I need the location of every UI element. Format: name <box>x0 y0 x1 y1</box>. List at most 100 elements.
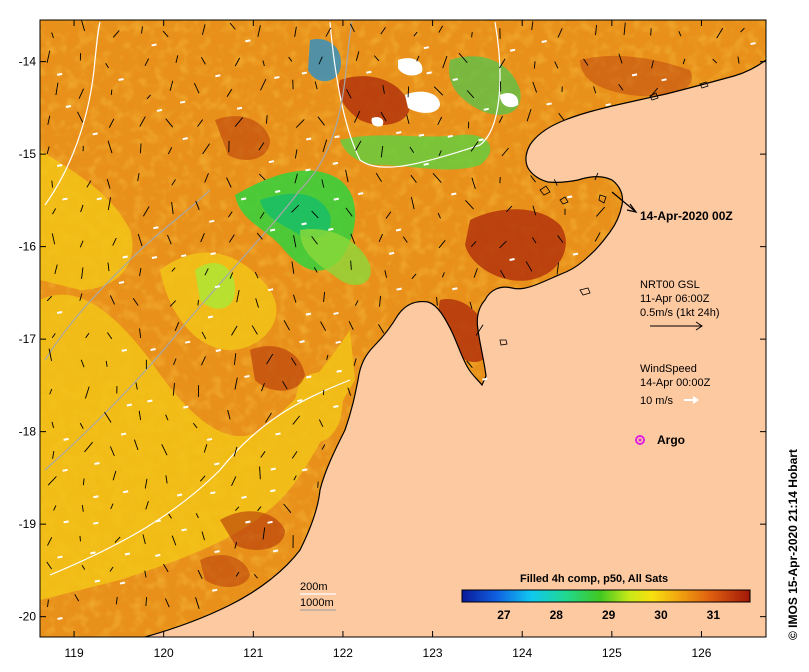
current-vector <box>47 476 57 486</box>
current-vector <box>167 234 172 245</box>
current-vector <box>350 233 356 244</box>
current-vector <box>740 27 745 33</box>
vector-field <box>46 20 756 620</box>
current-vector <box>283 503 292 514</box>
current-vector <box>596 206 605 217</box>
current-scale: 0.5m/s (1kt 24h) <box>640 307 719 319</box>
current-vector <box>410 196 415 210</box>
lon-tick-label: 122 <box>333 646 353 660</box>
current-vector <box>594 172 599 181</box>
current-vector <box>165 475 168 484</box>
current-vector <box>469 301 473 309</box>
current-vector <box>78 88 85 99</box>
current-vector <box>348 320 354 330</box>
current-vector <box>262 60 265 67</box>
current-vector <box>345 207 353 217</box>
current-vector <box>416 55 420 62</box>
current-vector <box>227 211 233 218</box>
current-vector <box>712 58 718 64</box>
current-vector <box>137 233 143 247</box>
current-vector <box>265 115 268 124</box>
current-vector <box>294 173 298 184</box>
current-vector <box>52 450 55 459</box>
current-vector <box>442 55 448 69</box>
wind-vector <box>269 228 276 232</box>
wind-vector <box>270 467 276 471</box>
wind-scale: 10 m/s <box>640 395 674 407</box>
wind-vector <box>366 70 372 74</box>
current-vector <box>354 300 359 306</box>
wind-vector <box>212 588 218 592</box>
current-vector <box>140 143 142 154</box>
wind-vector <box>245 520 251 524</box>
current-vector <box>265 412 272 423</box>
current-vector <box>554 61 559 69</box>
lon-tick-label: 123 <box>423 646 443 660</box>
wind-vector <box>396 287 402 291</box>
current-vector <box>471 32 473 38</box>
wind-vector <box>215 348 222 352</box>
wind-vector <box>305 168 311 172</box>
current-vector <box>171 267 176 272</box>
current-vector <box>254 271 259 279</box>
lon-tick-label: 124 <box>512 646 532 660</box>
current-vector <box>251 325 258 335</box>
current-vector <box>231 325 238 336</box>
current-vector <box>139 328 142 339</box>
coastline <box>144 59 766 637</box>
current-vector <box>288 56 293 62</box>
current-vector <box>104 411 112 423</box>
current-vector <box>81 267 84 280</box>
current-vector <box>473 268 478 278</box>
current-vector <box>623 22 626 35</box>
current-vector <box>107 140 113 154</box>
current-vector <box>326 354 329 360</box>
wind-vector <box>150 347 156 351</box>
current-vector <box>557 235 564 243</box>
current-vector <box>115 596 118 605</box>
current-vector <box>379 295 381 307</box>
current-vector <box>466 90 475 99</box>
current-vector <box>266 353 274 365</box>
sst-yellow-zones <box>40 150 355 600</box>
wind-vector <box>447 134 453 138</box>
wind-vector <box>272 549 279 553</box>
current-vector <box>144 570 147 578</box>
current-vector <box>112 237 117 246</box>
current-vector <box>311 210 319 219</box>
wind-vector <box>236 106 243 110</box>
sst-hot-patches <box>200 55 692 587</box>
current-vector <box>258 142 265 151</box>
current-vector <box>257 506 262 512</box>
current-vector <box>197 569 203 579</box>
current-vector <box>282 381 288 390</box>
current-vector <box>46 561 52 570</box>
current-vector <box>226 177 232 188</box>
current-vector <box>317 116 325 126</box>
current-vector <box>197 299 199 306</box>
current-vector <box>716 27 724 39</box>
current-vector <box>53 505 57 511</box>
current-vector <box>109 295 115 305</box>
wind-vector <box>275 432 281 436</box>
current-vector <box>380 27 386 35</box>
date-pointer <box>611 191 637 213</box>
wind-vector <box>245 39 251 43</box>
current-vector <box>433 86 444 96</box>
current-time: 11-Apr 06:00Z <box>640 293 710 305</box>
lat-tick-label: -18 <box>19 425 37 439</box>
current-vector <box>145 500 149 510</box>
current-vector <box>168 513 172 519</box>
wind-vector <box>57 617 63 620</box>
wind-vector <box>332 161 339 165</box>
current-vector <box>110 503 114 510</box>
current-vector <box>437 116 443 125</box>
current-vector <box>192 422 198 429</box>
current-vector <box>295 119 305 128</box>
current-vector <box>199 475 206 482</box>
current-vector <box>193 82 200 94</box>
wind-vector <box>631 73 638 77</box>
wind-vector <box>147 399 153 403</box>
wind-vector <box>155 519 161 523</box>
